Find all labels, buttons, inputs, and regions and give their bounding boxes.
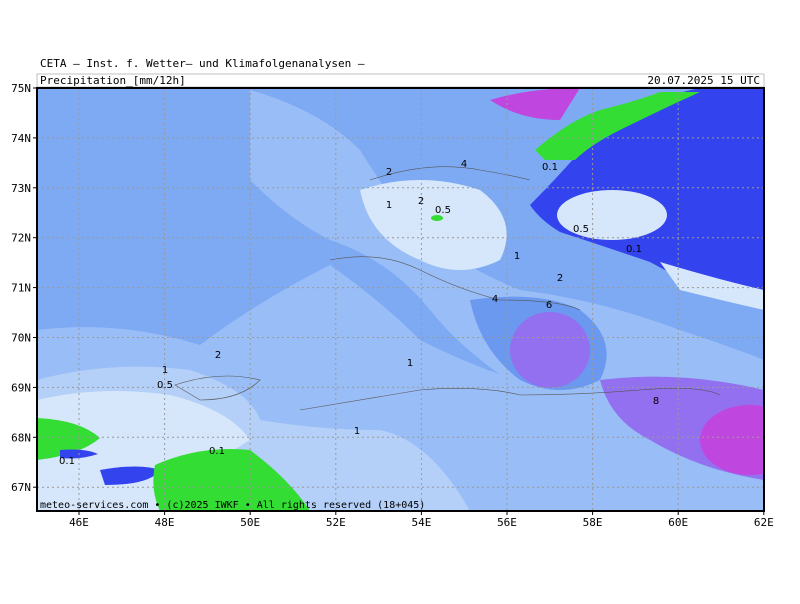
contour-label: 0.5 (157, 380, 173, 391)
precip-area (360, 180, 507, 270)
land-area (535, 92, 700, 160)
precip-area (510, 312, 590, 388)
lon-label: 52E (326, 516, 346, 529)
precip-area (557, 190, 667, 240)
contour-label: 1 (386, 200, 392, 211)
lat-label: 69N (11, 381, 31, 394)
lat-label: 71N (11, 282, 31, 295)
map-field: 2 4 1 2 0.5 0.1 0.5 0.1 1 2 4 6 2 1 0.5 1 1 8 0.1 0.1 (37, 88, 764, 511)
land-area (37, 418, 100, 460)
contour-label: 0.1 (626, 244, 642, 255)
precip-area (660, 262, 764, 310)
contour-label: 1 (162, 365, 168, 376)
coastline (299, 388, 721, 411)
lon-label: 60E (668, 516, 688, 529)
lat-label: 68N (11, 431, 31, 444)
contour-label: 6 (546, 300, 552, 311)
coastline (369, 166, 531, 181)
lat-label: 73N (11, 182, 31, 195)
lon-label: 58E (583, 516, 603, 529)
lon-label: 56E (497, 516, 517, 529)
precip-area (700, 405, 764, 475)
lon-label: 54E (411, 516, 431, 529)
precip-area (490, 88, 580, 120)
lat-label: 75N (11, 82, 31, 95)
contour-label: 2 (418, 196, 424, 207)
contour-label: 1 (514, 251, 520, 262)
contour-label: 2 (215, 350, 221, 361)
contour-label: 0.5 (435, 205, 451, 216)
contour-label: 0.1 (209, 446, 225, 457)
lon-label: 46E (69, 516, 89, 529)
axes: 75N 74N 73N 72N 71N 70N 69N 68N 67N 46E 48E 50E 52E 5… (11, 82, 774, 529)
contour-label: 1 (407, 358, 413, 369)
lat-label: 67N (11, 481, 31, 494)
lat-label: 74N (11, 132, 31, 145)
land-area (431, 215, 443, 221)
lat-label: 72N (11, 232, 31, 245)
coastline (329, 256, 581, 311)
land-area (153, 449, 310, 511)
contour-label: 2 (557, 273, 563, 284)
contour-label: 0.1 (542, 162, 558, 173)
lon-label: 48E (155, 516, 175, 529)
contour-label: 1 (354, 426, 360, 437)
grid (37, 88, 764, 511)
lon-label: 50E (240, 516, 260, 529)
contour-label: 0.1 (59, 456, 75, 467)
precip-area (37, 391, 250, 511)
footer: meteo-services.com • (c)2025 IWKF • All … (40, 500, 425, 511)
subtitle: Precipitation_[mm/12h] (40, 74, 186, 87)
contour-label: 4 (461, 159, 467, 170)
valid-time: 20.07.2025 15 UTC (647, 74, 760, 87)
precip-area (100, 466, 160, 485)
contour-label: 2 (386, 167, 392, 178)
coastline (174, 375, 261, 401)
title: CETA — Inst. f. Wetter— und Klimafolgena… (40, 57, 365, 70)
contour-label: 8 (653, 396, 659, 407)
contour-labels: 2 4 1 2 0.5 0.1 0.5 0.1 1 2 4 6 2 1 0.5 1 1 8 0.1 0.1 (59, 159, 659, 467)
contour-label: 0.5 (573, 224, 589, 235)
lon-label: 62E (754, 516, 774, 529)
coastline (174, 166, 721, 411)
contour-label: 4 (492, 294, 498, 305)
map-frame (36, 87, 765, 512)
lat-label: 70N (11, 332, 31, 345)
